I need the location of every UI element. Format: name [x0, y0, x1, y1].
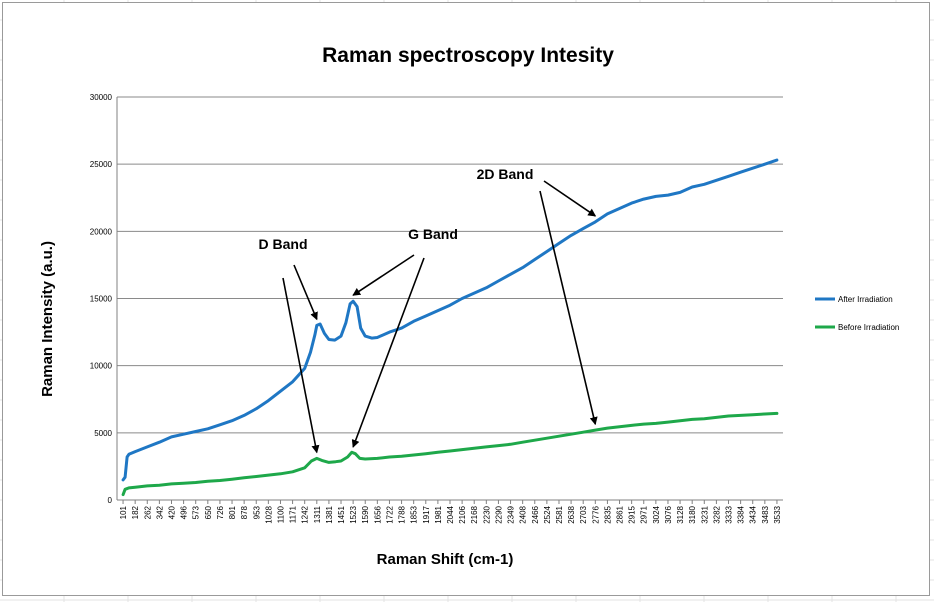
x-tick-label: 3282 — [712, 505, 721, 523]
x-tick-label: 262 — [143, 505, 152, 519]
x-tick-label: 3333 — [725, 505, 734, 523]
x-tick-label: 2581 — [555, 505, 564, 523]
x-tick-label: 3128 — [676, 505, 685, 523]
annotation-arrow — [543, 180, 597, 217]
annotation-arrow — [351, 257, 425, 448]
annotation-label: 2D Band — [477, 166, 534, 182]
series-line-2 — [121, 411, 779, 497]
x-tick-label: 2915 — [628, 505, 637, 523]
y-tick-label: 30000 — [90, 93, 113, 102]
x-tick-label: 1853 — [410, 505, 419, 523]
x-tick-label: 573 — [192, 505, 201, 519]
x-tick-label: 3076 — [664, 505, 673, 523]
x-tick-label: 1028 — [264, 505, 273, 523]
annotations: D Band G Band 2D Band — [259, 166, 598, 454]
y-tick-label: 10000 — [90, 362, 113, 371]
x-tick-label: 2638 — [567, 505, 576, 523]
x-axis-label: Raman Shift (cm-1) — [377, 551, 514, 568]
raman-line-chart: Raman spectroscopy Intesity Raman Intens… — [39, 44, 899, 568]
x-tick-label: 1100 — [276, 505, 285, 523]
annotation-arrow — [352, 254, 415, 296]
x-tick-label: 2168 — [470, 505, 479, 523]
x-tick-label: 1788 — [398, 505, 407, 523]
legend-label: After Irradiation — [838, 295, 893, 304]
y-tick-label: 15000 — [90, 295, 113, 304]
x-tick-label: 1523 — [349, 505, 358, 523]
y-tick-label: 0 — [108, 496, 113, 505]
x-tick-label: 2408 — [519, 505, 528, 523]
x-tick-label: 953 — [252, 505, 261, 519]
x-tick-label: 2466 — [531, 505, 540, 523]
x-tick-label: 2290 — [494, 505, 503, 523]
x-tick-label: 2835 — [603, 505, 612, 523]
x-tick-label: 2776 — [591, 505, 600, 523]
x-tick-label: 1451 — [337, 505, 346, 523]
y-axis-label: Raman Intensity (a.u.) — [39, 241, 56, 397]
x-tick-label: 1381 — [325, 505, 334, 523]
chart-title: Raman spectroscopy Intesity — [322, 44, 614, 67]
x-tick-label: 3434 — [749, 505, 758, 523]
x-tick-label: 2861 — [616, 505, 625, 523]
x-tick-label: 1656 — [373, 505, 382, 523]
x-tick-label: 3180 — [688, 505, 697, 523]
x-tick-label: 3483 — [761, 505, 770, 523]
x-tick-label: 420 — [167, 505, 176, 519]
x-tick-label: 1981 — [434, 505, 443, 523]
x-tick-label: 3384 — [737, 505, 746, 523]
x-tick-label: 2703 — [579, 505, 588, 523]
x-tick-label: 496 — [180, 505, 189, 519]
legend: After Irradiation Before Irradiation — [815, 295, 899, 332]
x-tick-label: 101 — [119, 505, 128, 519]
annotation-arrow — [293, 264, 318, 321]
legend-label: Before Irradiation — [838, 323, 899, 332]
x-tick-label: 3231 — [700, 505, 709, 523]
x-tick-label: 342 — [155, 505, 164, 519]
annotation-label: D Band — [259, 236, 308, 252]
x-tick-label: 1171 — [289, 505, 298, 523]
x-tick-label: 801 — [228, 505, 237, 519]
x-tick-label: 1242 — [301, 505, 310, 523]
series-line-1 — [121, 158, 779, 482]
annotation-arrow — [282, 277, 320, 454]
x-tick-label: 1311 — [313, 505, 322, 523]
x-tick-label: 2106 — [458, 505, 467, 523]
y-tick-label: 20000 — [90, 227, 113, 236]
x-tick-label: 2971 — [640, 505, 649, 523]
x-tick-label: 2230 — [482, 505, 491, 523]
x-tick-label: 2044 — [446, 505, 455, 523]
y-tick-label: 25000 — [90, 160, 113, 169]
x-tick-label: 3024 — [652, 505, 661, 523]
annotation-arrow — [539, 190, 598, 426]
x-tick-label: 726 — [216, 505, 225, 519]
x-tick-label: 650 — [204, 505, 213, 519]
x-tick-label: 878 — [240, 505, 249, 519]
x-tick-label: 2524 — [543, 505, 552, 523]
x-tick-label: 1917 — [422, 505, 431, 523]
y-tick-label: 5000 — [94, 429, 112, 438]
x-tick-label: 1590 — [361, 505, 370, 523]
annotation-label: G Band — [408, 226, 458, 242]
x-tick-label: 3533 — [773, 505, 782, 523]
x-tick-label: 1722 — [385, 505, 394, 523]
x-tick-label: 2349 — [507, 505, 516, 523]
x-tick-label: 182 — [131, 505, 140, 519]
